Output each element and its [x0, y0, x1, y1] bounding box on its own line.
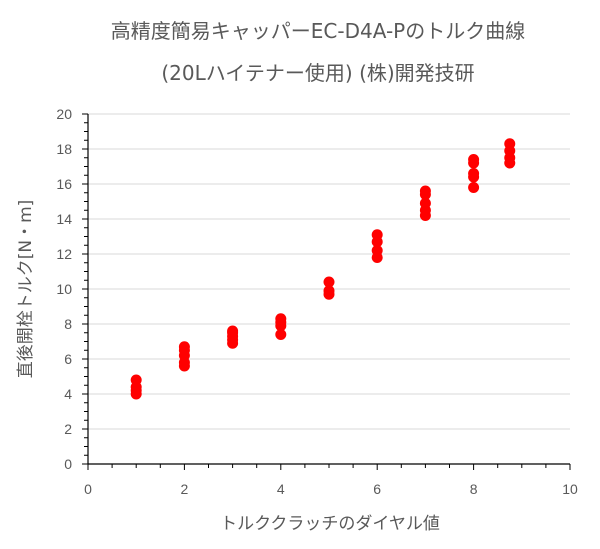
x-tick-label-8: 8 — [470, 481, 478, 497]
chart-title-line2: (20Lハイテナー使用) (株)開発技研 — [161, 61, 474, 85]
y-tick-label-0: 0 — [64, 456, 72, 472]
data-point — [468, 154, 480, 165]
y-tick-label-4: 4 — [64, 386, 72, 402]
x-tick-label-10: 10 — [562, 481, 578, 497]
y-tick-label-10: 10 — [56, 281, 72, 297]
y-tick-label-2: 2 — [64, 421, 72, 437]
x-tick-label-2: 2 — [181, 481, 189, 497]
data-point — [323, 276, 335, 288]
data-point — [419, 185, 431, 197]
x-tick-label-4: 4 — [277, 481, 285, 497]
y-tick-label-18: 18 — [56, 141, 72, 157]
data-point — [227, 325, 239, 337]
data-point — [419, 197, 431, 209]
x-axis-title: トルククラッチのダイヤル値 — [220, 514, 440, 534]
chart-title-line1: 高精度簡易キャッパーEC-D4A-Pのトルク曲線 — [111, 19, 525, 43]
x-tick-labels: 0 2 4 6 8 10 — [84, 481, 578, 497]
data-point — [468, 168, 480, 179]
y-tick-label-20: 20 — [56, 106, 72, 122]
data-point — [468, 182, 480, 193]
data-point — [178, 341, 190, 353]
gridlines — [88, 113, 570, 430]
y-tick-label-16: 16 — [56, 176, 72, 192]
data-point — [275, 313, 287, 325]
x-tick-label-0: 0 — [84, 481, 92, 497]
y-tick-label-6: 6 — [64, 351, 72, 367]
data-point — [504, 138, 516, 150]
data-point — [371, 229, 383, 241]
x-tick-label-6: 6 — [373, 481, 381, 497]
data-point — [371, 245, 383, 256]
data-point — [323, 285, 335, 297]
y-tick-label-12: 12 — [56, 246, 72, 262]
data-point — [130, 374, 142, 386]
data-point — [275, 329, 287, 340]
y-tick-labels: 0 2 4 6 8 10 12 14 16 18 20 — [56, 106, 72, 472]
y-axis-ticks — [82, 113, 88, 465]
data-points — [130, 138, 516, 400]
y-tick-label-8: 8 — [64, 316, 72, 332]
y-tick-label-14: 14 — [56, 211, 72, 227]
y-axis-title: 直後開栓トルク[N・m] — [16, 200, 36, 379]
x-axis-ticks — [87, 464, 571, 470]
